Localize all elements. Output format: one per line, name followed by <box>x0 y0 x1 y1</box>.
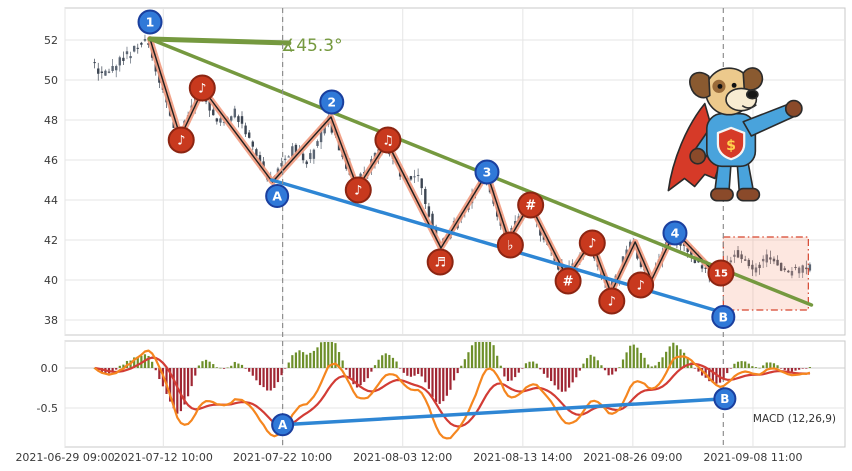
svg-text:♪: ♪ <box>354 184 362 199</box>
note-marker-♭[interactable]: ♭ <box>496 231 524 259</box>
note-marker-♫[interactable]: ♫ <box>374 126 402 154</box>
dog-left-boot <box>710 187 734 202</box>
dog-left-eye <box>717 83 723 89</box>
svg-text:1: 1 <box>146 15 155 30</box>
svg-text:♪: ♪ <box>608 295 616 310</box>
dog-shield-dollar: $ <box>726 138 736 154</box>
macd-signal-line <box>94 356 810 428</box>
svg-text:15: 15 <box>714 269 728 280</box>
svg-text:♬: ♬ <box>434 256 446 271</box>
dog-right-boot <box>736 187 761 202</box>
price-tick-label: 38 <box>44 314 58 327</box>
svg-text:♪: ♪ <box>177 134 185 149</box>
macd-tick-label: -0.5 <box>37 402 58 415</box>
macd-endpoint-B[interactable]: B <box>713 387 737 411</box>
pivot-marker-1[interactable]: 1 <box>137 9 163 35</box>
price-tick-label: 42 <box>44 234 58 247</box>
note-marker-♪[interactable]: ♪ <box>188 74 216 102</box>
note-marker-♬[interactable]: ♬ <box>426 248 454 276</box>
x-tick-label: 2021-06-29 09:00 <box>15 451 114 464</box>
svg-text:B: B <box>720 392 729 406</box>
price-tick-label: 52 <box>44 34 58 47</box>
macd-endpoint-A[interactable]: A <box>271 413 295 437</box>
x-tick-label: 2021-07-12 10:00 <box>114 451 213 464</box>
svg-text:A: A <box>278 418 288 432</box>
note-marker-♪[interactable]: ♪ <box>578 229 606 257</box>
dog-nose <box>745 89 759 100</box>
pivot-marker-2[interactable]: 2 <box>319 89 345 115</box>
note-marker-#[interactable]: # <box>554 267 582 295</box>
dog-mouth <box>741 103 757 109</box>
svg-text:#: # <box>563 275 574 290</box>
x-tick-label: 2021-09-08 11:00 <box>703 451 802 464</box>
dog-chest-shield <box>716 126 746 161</box>
note-marker-♪[interactable]: ♪ <box>627 271 655 299</box>
zigzag-core-line <box>149 38 724 294</box>
pivot-marker-4[interactable]: 4 <box>662 220 688 246</box>
svg-text:♪: ♪ <box>588 237 596 252</box>
trendline-endpoint-B[interactable]: B <box>711 305 736 329</box>
svg-text:♪: ♪ <box>636 279 644 294</box>
dog-right-fist <box>784 99 803 118</box>
note-marker-♪[interactable]: ♪ <box>344 176 372 204</box>
macd-indicator-label: MACD (12,26,9) <box>752 413 836 425</box>
dog-right-ear <box>742 67 764 91</box>
blue-macd-trendline[interactable] <box>280 397 727 427</box>
svg-text:4: 4 <box>671 226 680 241</box>
dog-right-eye <box>731 82 737 88</box>
note-marker-15[interactable]: 15 <box>707 259 735 287</box>
dog-left-ear <box>689 71 711 99</box>
svg-text:2: 2 <box>327 95 336 110</box>
svg-text:♭: ♭ <box>507 239 513 254</box>
trendline-endpoint-A[interactable]: A <box>265 184 290 208</box>
svg-text:♫: ♫ <box>382 134 394 149</box>
price-tick-label: 50 <box>44 74 58 87</box>
note-marker-♪[interactable]: ♪ <box>598 287 626 315</box>
price-tick-label: 48 <box>44 114 58 127</box>
superhero-dog-mascot: $ <box>667 67 803 202</box>
price-tick-label: 46 <box>44 154 58 167</box>
macd-tick-label: 0.0 <box>41 362 59 375</box>
macd-dif-line <box>93 349 811 440</box>
svg-text:3: 3 <box>483 165 492 180</box>
x-tick-label: 2021-07-22 10:00 <box>233 451 332 464</box>
trendline-angle-label: ∡45.3° <box>281 36 343 56</box>
svg-text:B: B <box>719 310 729 325</box>
x-tick-label: 2021-08-03 12:00 <box>353 451 452 464</box>
x-tick-label: 2021-08-26 09:00 <box>583 451 682 464</box>
price-tick-label: 40 <box>44 274 58 287</box>
pivot-marker-3[interactable]: 3 <box>474 159 500 185</box>
note-marker-#[interactable]: # <box>517 191 545 219</box>
svg-text:#: # <box>525 199 536 214</box>
dog-left-glove <box>689 147 707 165</box>
price-tick-label: 44 <box>44 194 58 207</box>
x-tick-label: 2021-08-13 14:00 <box>473 451 572 464</box>
note-marker-♪[interactable]: ♪ <box>167 126 195 154</box>
green-horizontal-reference-line[interactable] <box>147 36 292 46</box>
svg-text:A: A <box>272 189 282 204</box>
svg-text:♪: ♪ <box>198 82 206 97</box>
